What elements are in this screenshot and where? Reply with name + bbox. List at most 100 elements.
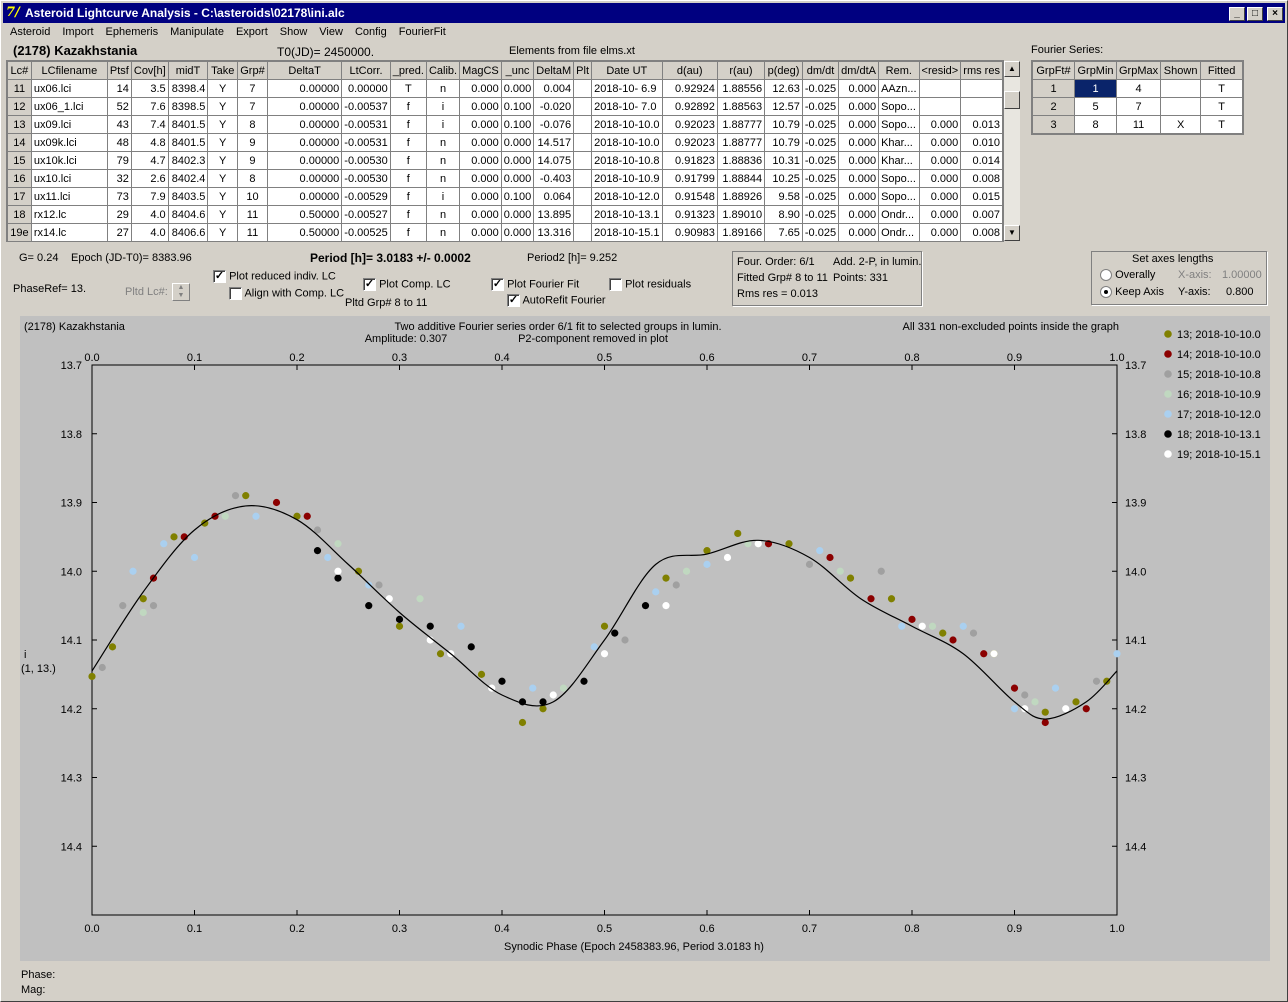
table-cell[interactable]: 4.8 [130, 133, 169, 152]
table-cell[interactable]: Khar... [878, 151, 920, 170]
table-cell[interactable]: 0.000 [838, 79, 880, 98]
table-cell[interactable]: 0.000 [459, 205, 502, 224]
table-cell[interactable]: -0.025 [801, 223, 840, 241]
table-cell[interactable]: i [425, 115, 461, 134]
table-cell[interactable]: 12.63 [764, 79, 803, 98]
table-cell[interactable]: 10.25 [764, 169, 803, 188]
table-cell[interactable]: 2018-10-10.9 [591, 169, 663, 188]
table-cell[interactable]: ux06_1.lci [30, 97, 108, 116]
table-cell[interactable]: 0.000 [459, 169, 502, 188]
row-header[interactable]: 11 [7, 79, 32, 98]
table-cell[interactable]: 0.00000 [266, 97, 343, 116]
fourier-col-header[interactable]: GrpMax [1115, 61, 1162, 80]
table-cell[interactable]: 10.79 [764, 115, 803, 134]
table-cell[interactable]: 7 [237, 97, 268, 116]
table-cell[interactable]: 14.075 [533, 151, 575, 170]
table-cell[interactable]: 7.65 [764, 223, 803, 241]
residuals-checkbox[interactable]: Plot residuals [609, 278, 691, 291]
lightcurve-plot[interactable]: 0.0 0.0 0.1 0.1 0.2 0.2 0.3 0.3 0.4 0.4 0.5 0.5 0.6 0… [20, 316, 1270, 961]
table-cell[interactable]: 2018-10-12.0 [591, 187, 663, 206]
table-cell[interactable]: 0.000 [918, 187, 962, 206]
fourier-cell[interactable] [1160, 79, 1202, 98]
table-cell[interactable]: ux11.lci [30, 187, 108, 206]
fourier-row-header[interactable]: 1 [1032, 79, 1075, 98]
table-cell[interactable]: 0.000 [459, 133, 502, 152]
table-cell[interactable]: 0.000 [500, 79, 535, 98]
table-cell[interactable]: 0.00000 [266, 187, 343, 206]
fourier-cell[interactable]: T [1200, 79, 1244, 98]
table-cell[interactable]: 10.31 [764, 151, 803, 170]
table-cell[interactable]: 0.000 [459, 97, 502, 116]
table-cell[interactable]: Y [207, 169, 239, 188]
table-cell[interactable]: i [425, 187, 461, 206]
table-cell[interactable]: 0.000 [918, 223, 962, 241]
table-cell[interactable]: 52 [106, 97, 132, 116]
table-cell[interactable]: 8406.6 [167, 223, 209, 241]
table-cell[interactable]: 29 [106, 205, 132, 224]
col-header[interactable]: Lc# [7, 61, 32, 80]
table-cell[interactable]: i [425, 97, 461, 116]
col-header[interactable]: _unc [500, 61, 535, 80]
table-cell[interactable]: f [389, 205, 427, 224]
table-cell[interactable]: 0.00000 [266, 151, 343, 170]
table-cell[interactable] [573, 205, 593, 224]
menu-manipulate[interactable]: Manipulate [170, 26, 224, 38]
table-cell[interactable]: 1.89010 [716, 205, 766, 224]
table-cell[interactable]: 0.064 [533, 187, 575, 206]
table-cell[interactable]: 4.0 [130, 205, 169, 224]
table-cell[interactable]: 1.88926 [716, 187, 766, 206]
row-header[interactable]: 15 [7, 151, 32, 170]
fourier-cell[interactable] [1160, 97, 1202, 116]
table-cell[interactable]: 0.015 [960, 187, 1003, 206]
lightcurve-table[interactable]: Lc# LCfilename Ptsf Cov[h] midT Take Grp# Delta… [6, 60, 1004, 242]
table-cell[interactable]: 2018-10-15.1 [591, 223, 663, 241]
table-cell[interactable]: 48 [106, 133, 132, 152]
table-cell[interactable]: 0.013 [960, 115, 1003, 134]
table-cell[interactable]: 0.000 [838, 205, 880, 224]
col-header[interactable]: dm/dt [801, 61, 840, 80]
table-cell[interactable]: 0.50000 [266, 223, 343, 241]
col-header[interactable]: DeltaT [266, 61, 343, 80]
col-header[interactable]: Plt [573, 61, 593, 80]
row-header[interactable]: 19e [7, 223, 32, 241]
table-cell[interactable]: f [389, 151, 427, 170]
table-cell[interactable]: 27 [106, 223, 132, 241]
table-cell[interactable] [918, 97, 962, 116]
table-cell[interactable] [573, 115, 593, 134]
table-cell[interactable]: 0.100 [500, 187, 535, 206]
table-cell[interactable] [573, 97, 593, 116]
table-cell[interactable]: ux10k.lci [30, 151, 108, 170]
close-button[interactable]: × [1267, 7, 1283, 21]
table-cell[interactable]: 8402.4 [167, 169, 209, 188]
table-cell[interactable]: 2018-10- 7.0 [591, 97, 663, 116]
table-cell[interactable]: 0.100 [500, 97, 535, 116]
table-cell[interactable]: -0.00527 [341, 205, 391, 224]
table-cell[interactable]: 0.000 [918, 133, 962, 152]
table-cell[interactable]: 0.000 [918, 115, 962, 134]
comp-checkbox[interactable]: ✓ Plot Comp. LC [363, 278, 451, 291]
fourier-col-header[interactable]: GrpMin [1074, 61, 1117, 80]
fourier-cell[interactable]: 7 [1115, 97, 1162, 116]
table-cell[interactable]: -0.025 [801, 169, 840, 188]
col-header[interactable]: r(au) [716, 61, 766, 80]
table-cell[interactable]: ux09k.lci [30, 133, 108, 152]
table-cell[interactable]: -0.00531 [341, 133, 391, 152]
menu-import[interactable]: Import [62, 26, 94, 38]
table-cell[interactable]: 1.88844 [716, 169, 766, 188]
table-cell[interactable]: n [425, 169, 461, 188]
table-cell[interactable]: Sopo... [878, 97, 920, 116]
menu-view[interactable]: View [319, 26, 343, 38]
table-cell[interactable]: 9.58 [764, 187, 803, 206]
fourier-cell[interactable]: T [1200, 97, 1244, 116]
table-cell[interactable]: AAzn... [878, 79, 920, 98]
table-cell[interactable]: 0.000 [459, 187, 502, 206]
table-cell[interactable]: -0.00530 [341, 169, 391, 188]
table-cell[interactable] [573, 133, 593, 152]
table-cell[interactable] [960, 97, 1003, 116]
table-cell[interactable]: 0.92924 [661, 79, 718, 98]
table-cell[interactable]: 0.91548 [661, 187, 718, 206]
table-cell[interactable]: 0.000 [500, 169, 535, 188]
col-header[interactable]: DeltaM [533, 61, 575, 80]
table-cell[interactable]: 0.91823 [661, 151, 718, 170]
